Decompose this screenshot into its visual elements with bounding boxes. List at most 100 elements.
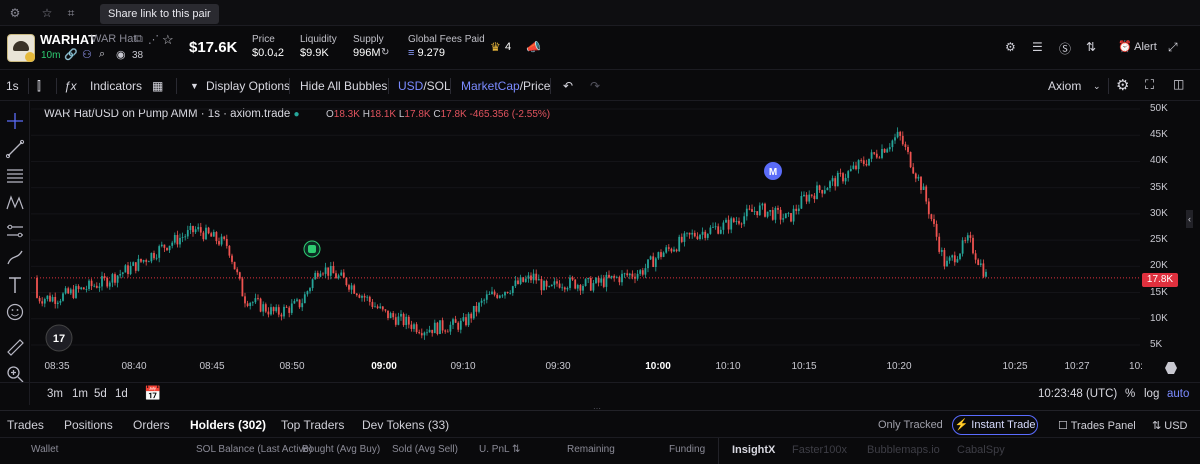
candle-body xyxy=(441,320,444,331)
redo-icon[interactable]: ↷ xyxy=(590,79,601,93)
range-5d[interactable]: 5d xyxy=(94,388,107,400)
tab-cabalspy[interactable]: CabalSpy xyxy=(957,444,1005,456)
expand-icon[interactable]: ⤢ xyxy=(1168,40,1178,54)
tab-dev-tokens[interactable]: Dev Tokens (33) xyxy=(362,418,450,432)
indicators-button[interactable]: Indicators xyxy=(90,79,143,93)
crosshair-icon[interactable] xyxy=(5,111,25,131)
tab-faster100x[interactable]: Faster100x xyxy=(792,444,848,456)
candle-body xyxy=(114,274,116,283)
emoji-icon[interactable] xyxy=(5,302,25,322)
display-options-button[interactable]: Display Options xyxy=(206,79,291,93)
candle-body xyxy=(194,229,197,233)
marketcap-toggle[interactable]: MarketCap/Price xyxy=(461,79,551,93)
currency-toggle[interactable]: USD/SOL xyxy=(398,79,451,93)
favorite-star-icon[interactable]: ☆ xyxy=(162,32,174,47)
time-axis[interactable]: 08:35 08:40 08:45 08:50 09:00 09:10 09:30 10:00… xyxy=(31,356,1142,380)
col-wallet[interactable]: Wallet xyxy=(31,444,59,455)
price-chart[interactable]: M 17 xyxy=(31,101,1140,382)
range-1d[interactable]: 1d xyxy=(115,388,128,400)
tab-insightx[interactable]: InsightX xyxy=(732,444,776,456)
stat-supply: Supply 996M xyxy=(353,34,384,59)
col-upnl[interactable]: U. PnL ⇅ xyxy=(479,444,521,455)
price-axis[interactable]: 50K 45K 40K 35K 30K 25K 20K 15K 10K 5K xyxy=(1140,101,1188,356)
tab-bubblemaps[interactable]: Bubblemaps.io xyxy=(867,444,940,456)
only-tracked-toggle[interactable]: Only Tracked xyxy=(878,419,943,431)
col-bought[interactable]: Bought (Avg Buy) xyxy=(302,444,381,455)
tab-top-traders[interactable]: Top Traders xyxy=(281,418,345,432)
prediction-icon[interactable] xyxy=(5,221,25,241)
candle-body xyxy=(701,231,704,235)
candle-body xyxy=(784,213,787,219)
candle-body xyxy=(574,279,577,289)
tab-orders[interactable]: Orders xyxy=(133,418,170,432)
candle-body xyxy=(543,280,545,291)
candle-body xyxy=(392,313,395,318)
alert-button[interactable]: ⏰ Alert xyxy=(1118,41,1157,53)
interval-select[interactable]: 1s xyxy=(6,79,19,93)
range-1m[interactable]: 1m xyxy=(72,388,88,400)
candle-body xyxy=(402,313,405,326)
log-toggle[interactable]: log xyxy=(1144,388,1160,400)
search-icon[interactable]: ⌕ xyxy=(99,48,106,60)
link-icon[interactable]: 🔗 xyxy=(64,49,78,61)
currency-switch[interactable]: ⇅ USD xyxy=(1152,420,1188,432)
chart-settings-icon[interactable]: ⚙ xyxy=(1116,77,1130,94)
tab-trades[interactable]: Trades xyxy=(7,418,44,432)
swap-icon[interactable]: ⇅ xyxy=(1086,40,1097,54)
chart-icon[interactable]: ⌗ xyxy=(67,6,75,20)
calendar-icon[interactable]: 📅 xyxy=(144,385,162,401)
text-icon[interactable] xyxy=(5,275,25,295)
x-tick: 10:20 xyxy=(886,361,912,372)
candle-body xyxy=(387,310,389,319)
refresh-icon[interactable]: ↻ xyxy=(381,47,390,58)
range-3m[interactable]: 3m xyxy=(47,388,63,400)
col-remaining[interactable]: Remaining xyxy=(567,444,615,455)
trendline-icon[interactable] xyxy=(5,139,25,159)
candle-body xyxy=(49,295,51,302)
indicators-icon[interactable]: ƒx xyxy=(64,79,77,93)
chevron-down-icon[interactable]: ▼ xyxy=(190,81,199,91)
candle-body xyxy=(831,178,834,182)
col-sold[interactable]: Sold (Avg Sell) xyxy=(392,444,458,455)
hide-bubbles-button[interactable]: Hide All Bubbles xyxy=(300,79,388,93)
theme-select[interactable]: Axiom xyxy=(1048,79,1082,93)
fib-lines-icon[interactable] xyxy=(5,166,25,186)
users-icon[interactable]: ⚇ xyxy=(82,49,92,61)
pattern-icon[interactable] xyxy=(5,193,25,213)
utc-clock[interactable]: 10:23:48 (UTC) xyxy=(1038,388,1118,400)
trades-panel-toggle[interactable]: ☐ Trades Panel xyxy=(1058,420,1136,432)
settings-gear-icon[interactable]: ⚙ xyxy=(1005,40,1016,54)
resize-handle-icon[interactable]: ⋯ xyxy=(593,404,601,413)
candle-body xyxy=(797,208,800,211)
copy-icon[interactable]: ⧉ xyxy=(135,33,143,45)
axis-settings-icon[interactable] xyxy=(1165,362,1177,374)
tab-positions[interactable]: Positions xyxy=(64,418,113,432)
candle-body xyxy=(324,267,327,274)
percent-toggle[interactable]: % xyxy=(1125,388,1136,400)
theme-chevron-icon[interactable]: ⌄ xyxy=(1093,81,1101,91)
col-sol-balance[interactable]: SOL Balance (Last Active) xyxy=(196,444,313,455)
megaphone-icon[interactable]: 📣 xyxy=(526,40,541,54)
settings-icon[interactable]: ⚙ xyxy=(9,6,21,20)
col-funding[interactable]: Funding xyxy=(669,444,706,455)
undo-icon[interactable]: ↶ xyxy=(563,79,574,93)
candle-body xyxy=(592,283,595,291)
brush-icon[interactable] xyxy=(5,248,25,268)
collapse-arrow-icon[interactable]: ‹ xyxy=(1186,210,1193,228)
candle-body xyxy=(509,292,512,294)
auto-toggle[interactable]: auto xyxy=(1167,388,1190,400)
templates-icon[interactable]: ▦ xyxy=(152,79,164,93)
share-icon[interactable]: ⋰ xyxy=(148,34,159,46)
candle-type-icon[interactable]: ⫿ xyxy=(37,79,41,93)
fullscreen-icon[interactable]: ⛶ xyxy=(1145,77,1155,92)
instant-trade-button[interactable]: ⚡ Instant Trade xyxy=(952,415,1038,435)
candle-body xyxy=(259,298,262,312)
zoom-icon[interactable] xyxy=(5,364,25,384)
snapshot-icon[interactable]: ◫ xyxy=(1173,77,1185,91)
ruler-icon[interactable] xyxy=(5,337,25,357)
tab-holders[interactable]: Holders (302) xyxy=(190,418,267,432)
dollar-icon[interactable]: Ⓢ xyxy=(1059,42,1072,56)
x-tick: 10:27 xyxy=(1064,361,1090,372)
list-icon[interactable]: ☰ xyxy=(1032,40,1043,54)
star-icon[interactable]: ☆ xyxy=(41,6,53,20)
